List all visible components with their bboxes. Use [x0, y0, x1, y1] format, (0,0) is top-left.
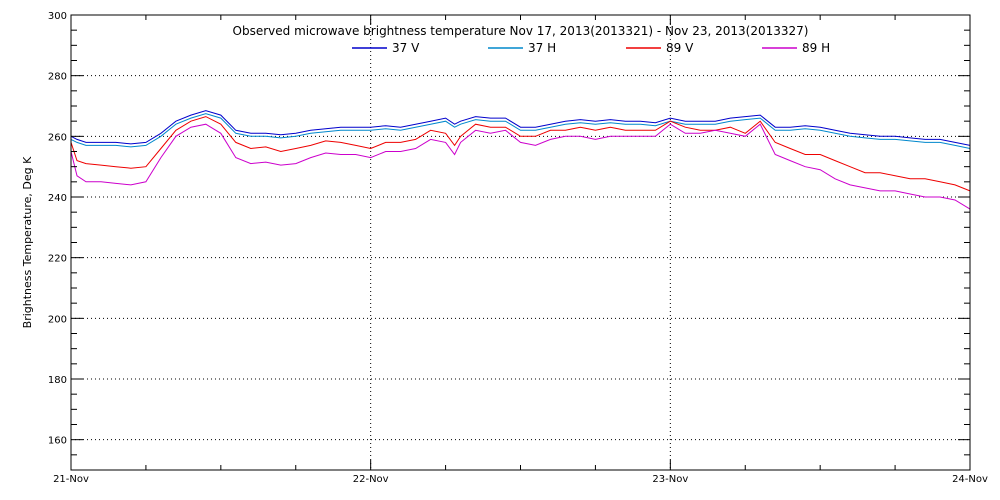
axis-ticks: 160 180 200 220 240 260 280 300 21-Nov 22-Nov 23-N…	[48, 11, 988, 485]
series-line-37-v	[70, 110, 971, 146]
y-tick-label: 260	[48, 132, 67, 143]
gridlines	[71, 15, 970, 470]
legend-label: 89 V	[666, 41, 694, 55]
series-group	[70, 110, 971, 210]
y-tick-label: 240	[48, 193, 67, 204]
legend-label: 89 H	[802, 41, 830, 55]
x-tick-label: 24-Nov	[952, 474, 988, 485]
series-line-89-h	[70, 123, 971, 210]
series-line-37-h	[70, 113, 971, 149]
y-tick-label: 180	[48, 375, 67, 386]
x-tick-label: 21-Nov	[53, 474, 89, 485]
y-tick-label: 280	[48, 72, 67, 83]
legend: 37 V 37 H 89 V 89 H	[352, 41, 830, 55]
legend-label: 37 H	[528, 41, 556, 55]
y-tick-label: 300	[48, 11, 67, 22]
legend-label: 37 V	[392, 41, 420, 55]
plot-frame	[70, 14, 971, 471]
x-tick-label: 23-Nov	[652, 474, 688, 485]
x-tick-label: 22-Nov	[353, 474, 389, 485]
y-tick-label: 160	[48, 436, 67, 447]
chart-title: Observed microwave brightness temperatur…	[233, 24, 809, 38]
y-axis-label: Brightness Temperature, Deg K	[21, 156, 34, 328]
y-tick-label: 200	[48, 314, 67, 325]
y-tick-label: 220	[48, 254, 67, 265]
series-line-89-v	[70, 116, 971, 192]
